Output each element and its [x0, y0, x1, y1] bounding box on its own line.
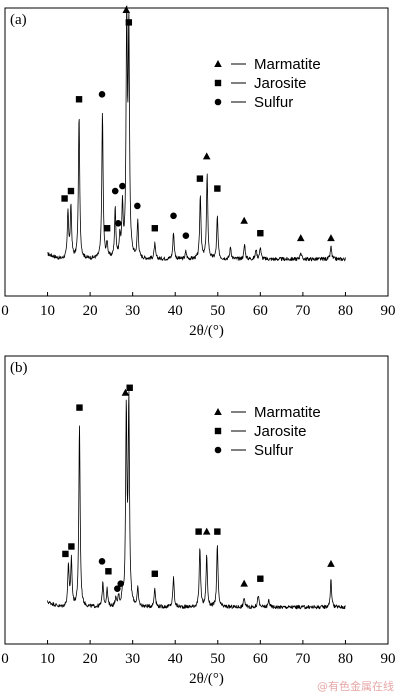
- square-marker: [125, 19, 133, 26]
- triangle-marker: [327, 559, 335, 567]
- xrd-chart-b: (b) 0 10 20 30 40 50 60 70 80 90 2θ/(°) Marmatite Jar…: [0, 348, 400, 696]
- watermark: @有色金属在线: [317, 680, 394, 693]
- legend-label: Sulfur: [254, 442, 293, 459]
- x-axis-label: 2θ/(°): [189, 323, 224, 339]
- circle-marker: [98, 558, 106, 565]
- x-tick-label: 20: [83, 303, 98, 319]
- square-marker: [76, 404, 83, 411]
- square-marker: [68, 543, 75, 550]
- square-marker: [257, 230, 264, 237]
- x-tick-label: 90: [381, 303, 396, 319]
- x-tick-label: 50: [210, 651, 225, 667]
- x-tick-label: 20: [83, 651, 98, 667]
- square-marker: [105, 568, 112, 575]
- square-marker: [151, 225, 158, 232]
- x-tick-label: 70: [295, 651, 310, 667]
- x-tick-label: 30: [125, 651, 140, 667]
- legend-label: Jarosite: [254, 75, 307, 92]
- circle-marker: [114, 585, 121, 592]
- panel-label: (b): [10, 360, 28, 376]
- xrd-plot-a: (a) 0 10 20 30 40 50 60 70 80 90 2θ/(°) Marmatite Jar…: [1, 5, 396, 339]
- x-tick-label: 40: [168, 303, 183, 319]
- legend-square-icon: [214, 79, 222, 87]
- x-tick-label: 40: [168, 651, 183, 667]
- xrd-chart-a: (a) 0 10 20 30 40 50 60 70 80 90 2θ/(°) Marmatite Jar…: [1, 5, 396, 339]
- circle-marker: [170, 212, 177, 220]
- triangle-marker: [202, 527, 211, 535]
- triangle-marker: [296, 234, 305, 242]
- legend: Marmatite Jarosite Sulfur: [214, 404, 321, 459]
- triangle-marker: [122, 6, 131, 13]
- x-tick-label: 0: [1, 651, 9, 667]
- circle-marker: [98, 91, 106, 98]
- x-tick-label: 80: [338, 303, 353, 319]
- x-tick-label: 90: [381, 651, 396, 667]
- triangle-marker: [202, 152, 211, 160]
- square-marker: [61, 195, 68, 202]
- x-tick-label: 80: [338, 651, 353, 667]
- circle-marker: [119, 182, 126, 190]
- circle-marker: [117, 580, 125, 587]
- legend-circle-icon: [214, 98, 222, 106]
- legend: Marmatite Jarosite Sulfur: [214, 56, 321, 111]
- x-tick-label: 60: [253, 303, 268, 319]
- x-axis-label: 2θ/(°): [189, 671, 224, 687]
- x-tick-label: 50: [210, 303, 225, 319]
- phase-markers: [62, 384, 335, 592]
- triangle-marker: [240, 579, 248, 587]
- square-marker: [257, 575, 264, 582]
- legend-label: Marmatite: [254, 404, 321, 421]
- square-marker: [151, 570, 158, 577]
- circle-marker: [111, 187, 119, 195]
- circle-marker: [182, 232, 190, 239]
- x-tick-label: 60: [253, 651, 268, 667]
- x-tick-label: 10: [40, 651, 55, 667]
- x-tick-label: 0: [1, 303, 9, 319]
- phase-markers: [61, 6, 335, 242]
- x-tick-label: 70: [295, 303, 310, 319]
- x-tick-label: 30: [125, 303, 140, 319]
- plot-frame: [4, 355, 389, 645]
- legend-label: Sulfur: [254, 94, 293, 111]
- legend-triangle-icon: [214, 60, 222, 67]
- legend-triangle-icon: [214, 408, 222, 415]
- square-marker: [214, 185, 221, 192]
- square-marker: [75, 96, 83, 103]
- square-marker: [103, 225, 111, 232]
- circle-marker: [134, 202, 141, 210]
- square-marker: [126, 384, 133, 391]
- square-marker: [196, 175, 204, 182]
- legend-square-icon: [214, 427, 222, 435]
- xrd-pattern-line: [47, 391, 346, 610]
- xrd-pattern-line: [47, 5, 346, 262]
- square-marker: [62, 550, 69, 558]
- legend-label: Jarosite: [254, 423, 307, 440]
- square-marker: [214, 528, 221, 535]
- triangle-marker: [240, 216, 248, 224]
- legend-circle-icon: [214, 446, 222, 454]
- x-tick-label: 10: [40, 303, 55, 319]
- square-marker: [67, 187, 75, 195]
- triangle-marker: [121, 388, 130, 396]
- circle-marker: [114, 219, 122, 227]
- square-marker: [195, 528, 202, 535]
- triangle-marker: [327, 234, 335, 242]
- xrd-plot-b: (b) 0 10 20 30 40 50 60 70 80 90 2θ/(°) Marmatite Jar…: [1, 355, 396, 687]
- panel-label: (a): [10, 12, 27, 28]
- legend-label: Marmatite: [254, 56, 321, 73]
- plot-frame: [4, 7, 389, 297]
